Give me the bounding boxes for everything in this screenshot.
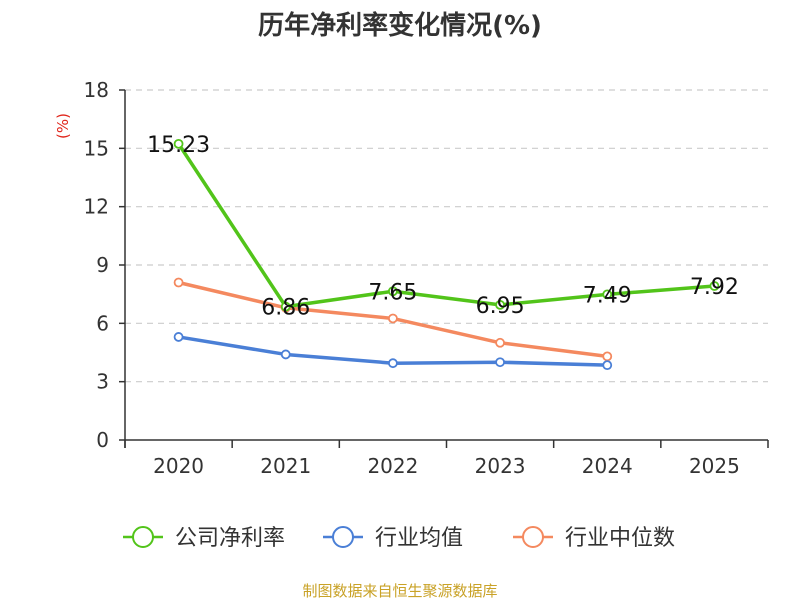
legend-item[interactable]: 公司净利率 [123,526,285,551]
legend-item[interactable]: 行业均值 [323,526,463,551]
data-point [602,289,613,300]
y-tick-label: 0 [96,428,109,452]
data-point [495,299,505,310]
data-point [709,281,720,291]
legend-label: 行业均值 [375,526,463,551]
y-tick-label: 6 [96,311,109,335]
legend-label: 行业中位数 [565,526,675,551]
y-axis-unit: (%) [54,113,72,139]
legend-item[interactable]: 行业中位数 [513,526,675,551]
legend-marker-icon [132,526,154,548]
axes: 0 3 6 9 12 15 18 2020 2021 2022 2023 2024 2025 [84,78,769,478]
data-point [495,357,505,368]
data-point [602,351,613,362]
x-tick-label: 2021 [260,454,311,478]
y-tick-label: 18 [84,78,109,102]
x-tick-label: 2020 [153,454,204,478]
y-tick-label: 3 [96,370,109,394]
data-point [388,358,398,369]
grid-lines [125,89,768,383]
data-label: 7.92 [690,275,739,300]
x-tick-label: 2025 [689,454,740,478]
data-labels: 15.23 6.86 7.65 6.95 7.49 7.92 [147,133,739,321]
y-tick-label: 12 [84,195,109,219]
data-label: 7.49 [583,283,632,308]
data-point [602,360,613,371]
data-label: 7.65 [368,280,417,305]
data-label: 6.86 [261,296,310,321]
series-line [177,142,715,309]
x-tick-label: 2024 [582,454,633,478]
series-industry-average [173,332,613,371]
legend-marker-icon [522,526,544,548]
data-label: 15.23 [147,133,210,158]
x-tick-label: 2022 [367,454,418,478]
data-label: 6.95 [476,294,525,319]
data-point [280,349,291,360]
legend-marker-icon [332,526,354,548]
legend[interactable]: 公司净利率 行业均值 行业中位数 [123,526,675,551]
x-tick-label: 2023 [475,454,526,478]
y-tick-label: 9 [96,253,109,277]
y-tick-label: 15 [84,136,109,160]
source-note: 制图数据来自恒生聚源数据库 [302,582,497,600]
series-company-net-margin [173,138,720,312]
data-point [173,138,184,149]
data-point [280,301,291,312]
chart-title: 历年净利率变化情况(%) [258,10,542,41]
data-point [173,332,184,342]
data-point [173,277,184,288]
data-point [388,286,398,297]
data-point [388,313,398,324]
data-point [495,337,505,348]
legend-label: 公司净利率 [175,526,285,551]
series-lines [173,138,720,371]
